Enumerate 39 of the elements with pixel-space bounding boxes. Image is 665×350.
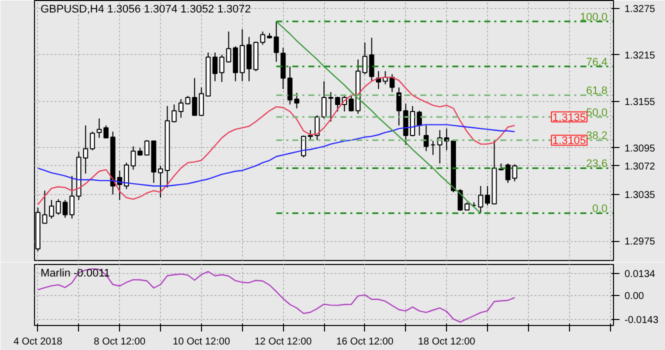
y-tick-label: 0.00 — [624, 291, 644, 302]
line-series — [37, 76, 516, 206]
x-tick-label: 12 Oct 12:00 — [254, 336, 312, 348]
candlestick — [484, 185, 490, 206]
annotation: 61.8 — [586, 85, 608, 98]
x-tick-label: 16 Oct 12:00 — [336, 336, 394, 348]
candlestick — [274, 20, 279, 62]
y-tick-label: 1.3275 — [624, 4, 656, 15]
annotation: 50.0 — [586, 106, 608, 119]
candlestick — [321, 80, 327, 119]
candlestick — [69, 175, 75, 220]
line-series — [37, 268, 516, 323]
y-tick-label: 1.3035 — [624, 190, 656, 202]
x-tick-label: 8 Oct 12:00 — [94, 336, 146, 348]
x-tick-label: 10 Oct 12:00 — [172, 336, 230, 348]
x-tick-label: 4 Oct 2018 — [13, 336, 63, 348]
annotation: 23.6 — [586, 158, 608, 170]
y-tick-label: 0.0134 — [624, 269, 656, 280]
candlestick — [478, 185, 484, 214]
x-tick-label: 18 Oct 12:00 — [418, 336, 476, 348]
line-series — [276, 20, 482, 214]
y-tick-label: -0.0143 — [624, 314, 659, 326]
y-tick-label: 1.2975 — [624, 236, 656, 248]
y-tick-label: 1.3155 — [624, 96, 656, 108]
y-tick-label: 1.3215 — [624, 50, 656, 62]
ref-line-label: 1.3105 — [552, 135, 586, 148]
y-tick-label: 1.3095 — [624, 143, 656, 154]
candlestick — [90, 131, 95, 151]
annotation: 38.2 — [586, 130, 608, 142]
candlestick — [424, 124, 429, 152]
annotation: 76.4 — [586, 56, 608, 68]
candlestick — [158, 165, 164, 198]
annotation: 100.0 — [580, 11, 608, 24]
ref-line-label: 1.3135 — [552, 112, 586, 124]
annotation: 0.0 — [592, 203, 608, 216]
y-tick-label: 1.3072 — [624, 161, 656, 172]
candlestick — [308, 130, 313, 142]
candlestick — [212, 52, 218, 82]
chart-title: GBPUSD,H4 1.3056 1.3074 1.3052 1.3072 — [40, 4, 251, 16]
